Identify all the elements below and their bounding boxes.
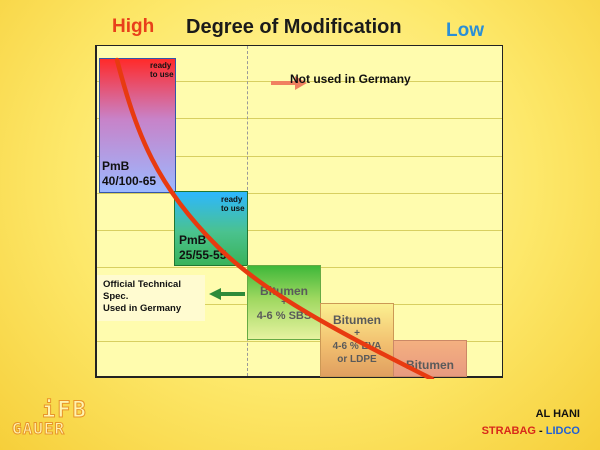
diagram-title: Degree of Modification	[186, 16, 402, 38]
pmb-25-55-55-label: PmB 25/55-55	[179, 233, 227, 262]
ready-to-use-label: ready to use	[221, 195, 245, 213]
pmb-40-100-65-label: PmB 40/100-65	[102, 159, 157, 188]
pmb-25-55-55-box: ready to use PmB 25/55-55	[174, 191, 248, 266]
bitumen-sbs-label: Bitumen + 4-6 % SBS	[256, 284, 312, 322]
modification-curve	[114, 57, 435, 379]
grid-line	[97, 193, 502, 194]
high-label: High	[112, 16, 155, 37]
not-used-label: Not used in Germany	[290, 72, 411, 86]
bitumen-sbs-box: Bitumen + 4-6 % SBS	[247, 265, 321, 340]
grid-line	[97, 118, 502, 119]
orange-arrow-icon	[271, 76, 307, 90]
grid-line	[97, 156, 502, 157]
grid-line	[97, 230, 502, 231]
grid-line	[97, 341, 502, 342]
bitumen-eva-label: Bitumen + 4-6 % EVA or LDPE	[332, 313, 382, 366]
author-name: AL HANI	[535, 408, 580, 420]
ifb-gauer-logo: iFB GAUER	[12, 398, 88, 439]
official-spec-note: Official Technical Spec. Used in Germany	[97, 275, 205, 321]
bitumen-label: Bitumen	[406, 358, 454, 372]
lidco-label: LIDCO	[545, 425, 580, 437]
strabag-label: STRABAG	[481, 425, 536, 437]
low-label: Low	[446, 20, 484, 41]
ready-to-use-label: ready to use	[150, 61, 174, 79]
diagram-panel: ready to use PmB 40/100-65 ready to use PmB…	[95, 45, 503, 379]
organizations: STRABAG - LIDCO	[481, 425, 580, 437]
green-arrow-icon	[209, 288, 245, 300]
